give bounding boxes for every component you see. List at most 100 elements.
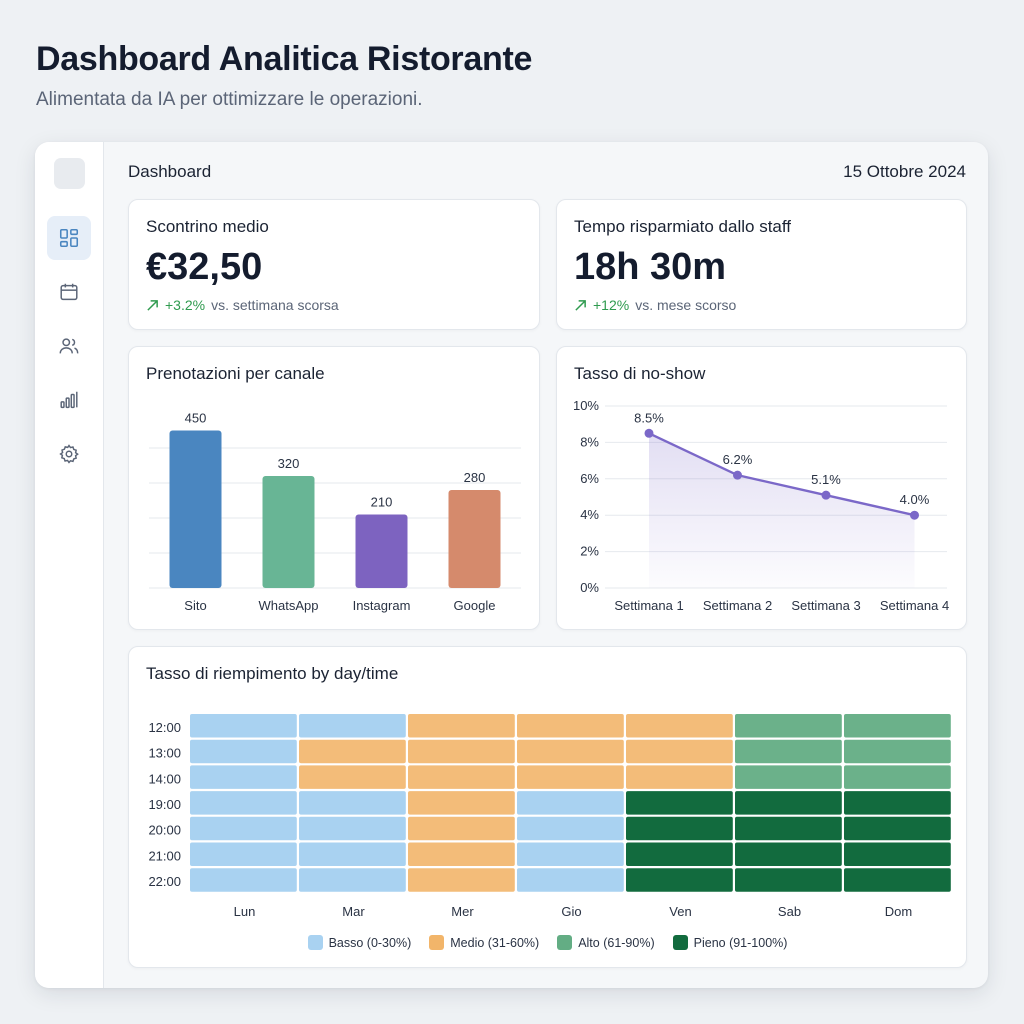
sidebar-item-settings[interactable] [47, 432, 91, 476]
heatmap-cell [735, 868, 842, 892]
app-logo [54, 158, 85, 189]
legend-label: Pieno (91-100%) [693, 935, 788, 950]
row-label: 19:00 [148, 797, 181, 812]
bar-value-label: 210 [371, 495, 393, 510]
sidebar-item-analytics[interactable] [47, 378, 91, 422]
app-window: Dashboard 15 Ottobre 2024 Scontrino medi… [35, 142, 988, 988]
heatmap-cell [735, 791, 842, 815]
heatmap-cell [299, 791, 406, 815]
kpi-value: 18h 30m [574, 246, 727, 288]
column-label: Dom [885, 904, 912, 919]
heatmap-cell [735, 765, 842, 789]
heatmap-cell [190, 791, 297, 815]
column-label: Lun [234, 904, 256, 919]
heatmap-cell [626, 765, 733, 789]
no-show-rate-card: Tasso di no-show 0% 2% 4% 6% 8% 10% 8.5% Settim… [556, 346, 967, 630]
kpi-card-avg-ticket: Scontrino medio €32,50 +3.2% vs. settima… [128, 199, 540, 330]
row-label: 12:00 [148, 720, 181, 735]
x-tick-label: WhatsApp [259, 598, 319, 613]
heatmap-cell [408, 714, 515, 738]
heatmap-cell [844, 791, 951, 815]
heatmap-cell [844, 842, 951, 866]
y-tick-label: 8% [580, 434, 599, 449]
row-label: 14:00 [148, 771, 181, 786]
kpi-comparison: vs. settimana scorsa [211, 297, 339, 313]
heatmap-cell [626, 714, 733, 738]
kpi-trend: +12% vs. mese scorso [574, 297, 736, 313]
page-subtitle: Alimentata da IA per ottimizzare le oper… [36, 89, 423, 110]
heatmap-cell [735, 739, 842, 764]
heatmap-cell [626, 739, 733, 764]
data-label: 5.1% [811, 472, 841, 487]
x-tick-label: Sito [184, 598, 206, 613]
legend-label: Basso (0-30%) [328, 935, 412, 950]
heatmap-legend: Basso (0-30%) Medio (31-60%) Alto (61-90%)… [129, 935, 966, 950]
heatmap-cell [626, 842, 733, 866]
heatmap-cell [299, 842, 406, 866]
bookings-bar-chart: 450 Sito 320 WhatsApp 210 Instagram 280 Google [149, 411, 521, 613]
bar-sito [169, 430, 222, 588]
heatmap-cell [626, 791, 733, 815]
x-tick-label: Settimana 3 [791, 598, 860, 613]
sidebar-item-users[interactable] [47, 324, 91, 368]
bar-instagram [355, 514, 408, 588]
page-title: Dashboard Analitica Ristorante [36, 40, 533, 78]
sidebar-item-calendar[interactable] [47, 270, 91, 314]
row-label: 21:00 [148, 848, 181, 863]
column-label: Sab [778, 904, 801, 919]
bar-chart-icon [60, 391, 78, 409]
legend-swatch [429, 935, 445, 950]
row-label: 13:00 [148, 746, 181, 761]
data-point [644, 428, 654, 438]
data-label: 8.5% [634, 410, 664, 425]
kpi-value: €32,50 [146, 246, 263, 288]
legend-item: Basso (0-30%) [307, 935, 412, 950]
column-label: Mer [451, 904, 474, 919]
heatmap-cell [190, 714, 297, 738]
y-tick-label: 2% [580, 544, 599, 559]
legend-item: Pieno (91-100%) [672, 935, 788, 950]
heatmap-cell [517, 714, 624, 738]
data-point [910, 510, 919, 520]
heatmap-cell [517, 739, 624, 764]
kpi-title: Scontrino medio [146, 217, 269, 236]
legend-swatch [557, 935, 573, 950]
row-label: 20:00 [148, 823, 181, 838]
heatmap-cell [408, 739, 515, 764]
bar-value-label: 450 [185, 411, 207, 426]
x-tick-label: Google [454, 598, 496, 613]
heatmap-cell [517, 842, 624, 866]
legend-item: Alto (61-90%) [557, 935, 655, 950]
sidebar-item-dashboard[interactable] [47, 216, 91, 260]
bar-value-label: 320 [278, 456, 300, 471]
heatmap-cell [844, 739, 951, 764]
y-tick-label: 10% [573, 398, 599, 413]
heatmap-cell [190, 739, 297, 764]
bar-value-label: 280 [464, 470, 486, 485]
kpi-change: +12% [593, 297, 630, 313]
heatmap-cell [190, 765, 297, 789]
dashboard-icon [59, 228, 79, 248]
heatmap-cell [735, 816, 842, 841]
area-fill [649, 433, 915, 588]
x-tick-label: Instagram [353, 598, 411, 613]
bar-google [448, 490, 501, 588]
no-show-line-chart: 0% 2% 4% 6% 8% 10% 8.5% Settimana 1 6.2% Settiman… [573, 398, 949, 613]
heatmap-cell [299, 765, 406, 789]
heatmap-cell [844, 714, 951, 738]
header-title: Dashboard [128, 162, 212, 181]
heatmap-cell [299, 739, 406, 764]
x-tick-label: Settimana 4 [880, 598, 949, 613]
heatmap-cell [517, 868, 624, 892]
heatmap-cell [299, 714, 406, 738]
heatmap-cell [735, 842, 842, 866]
y-tick-label: 0% [580, 580, 599, 595]
kpi-trend: +3.2% vs. settimana scorsa [146, 297, 339, 313]
y-tick-label: 4% [580, 507, 599, 522]
heatmap-cell [517, 791, 624, 815]
trend-up-icon [147, 299, 158, 311]
data-label: 6.2% [723, 452, 753, 467]
occupancy-heatmap: 12:00 13:00 14:00 19:00 20:00 21:00 22:00 Lun Ma… [148, 714, 951, 919]
legend-item: Medio (31-60%) [429, 935, 539, 950]
gear-icon [59, 444, 79, 464]
